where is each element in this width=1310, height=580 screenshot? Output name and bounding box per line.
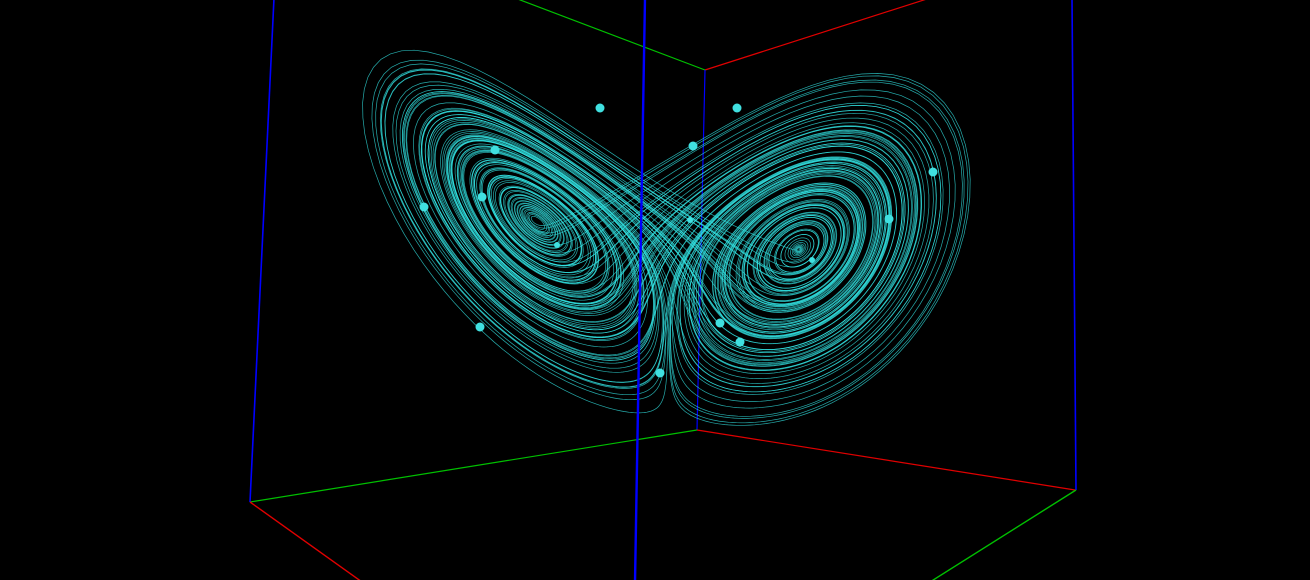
particle-sphere [419, 202, 429, 212]
particle-sphere [595, 103, 605, 113]
box-edge-z-right [1071, 0, 1077, 491]
trajectory-segment [405, 81, 963, 417]
box-edge-z-front [633, 0, 647, 580]
trajectory-segment [384, 73, 918, 383]
particle-sphere [715, 318, 725, 328]
particle-sphere [688, 141, 698, 151]
trajectory-segment [395, 84, 893, 369]
particle-sphere [475, 322, 485, 332]
bounding-box-front [249, 0, 1077, 580]
particle-sphere [884, 214, 894, 224]
box-edge-z-left [249, 0, 275, 503]
trajectory-segment [371, 59, 874, 401]
particles [419, 103, 938, 378]
particle-sphere [554, 242, 560, 248]
particle-sphere [687, 217, 693, 223]
bounding-box-back [249, 0, 1076, 503]
box-edge-y-front-bottom [931, 489, 1077, 580]
box-edge-x-front-bottom [249, 501, 361, 580]
trajectory-segment [413, 102, 944, 395]
particle-sphere [928, 167, 938, 177]
trajectory-segment [380, 69, 897, 388]
particle-sphere [477, 192, 487, 202]
trajectory-segment [381, 69, 942, 393]
attractor-trajectories [362, 49, 971, 426]
particle-sphere [655, 368, 665, 378]
particle-sphere [809, 257, 815, 263]
box-edge-x-back-top [704, 0, 926, 71]
box-edge-x-back-bottom [696, 429, 1076, 491]
particle-sphere [735, 337, 745, 347]
box-edge-y-back-bottom [249, 429, 698, 503]
particle-sphere [490, 145, 500, 155]
box-edge-y-back-top [518, 0, 706, 71]
trajectory-segment [403, 92, 950, 402]
particle-sphere [732, 103, 742, 113]
trajectory-segment [384, 73, 971, 426]
